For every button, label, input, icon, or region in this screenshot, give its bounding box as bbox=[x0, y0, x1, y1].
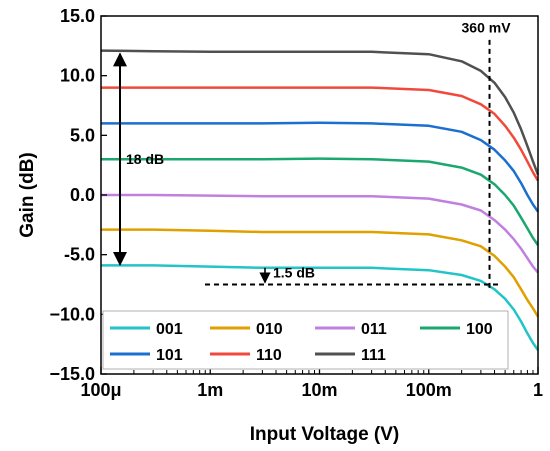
series-line-101 bbox=[101, 121, 540, 213]
y-tick-label: 10.0 bbox=[60, 66, 95, 86]
legend-label-101: 101 bbox=[156, 347, 183, 364]
legend-label-001: 001 bbox=[156, 321, 183, 338]
span-18db-label: 18 dB bbox=[126, 151, 164, 167]
drop-1-5db-label: 1.5 dB bbox=[273, 264, 315, 280]
series-line-011 bbox=[101, 193, 539, 274]
annotations: 360 mV 18 dB 1.5 dB bbox=[113, 20, 512, 291]
legend-label-011: 011 bbox=[361, 321, 387, 338]
y-axis-label: Gain (dB) bbox=[17, 152, 38, 238]
series-line-010 bbox=[101, 228, 540, 318]
legend-label-110: 110 bbox=[256, 347, 282, 364]
y-tick-label: 0.0 bbox=[70, 185, 95, 205]
y-tick-label: -5.0 bbox=[64, 245, 95, 265]
plot-area bbox=[100, 49, 540, 351]
legend-label-111: 111 bbox=[361, 347, 386, 364]
y-tick-label: 15.0 bbox=[60, 6, 95, 26]
y-tick-label: −15.0 bbox=[49, 364, 95, 384]
x-tick-label: 10m bbox=[301, 380, 337, 400]
x-tick-label: 100m bbox=[406, 380, 452, 400]
x-tick-label: 1 bbox=[533, 380, 543, 400]
series-line-110 bbox=[101, 86, 540, 182]
x-tick-label: 100μ bbox=[80, 380, 121, 400]
series-line-100 bbox=[101, 157, 540, 246]
x-tick-label: 1m bbox=[197, 380, 223, 400]
legend-label-010: 010 bbox=[256, 321, 283, 338]
series-line-001 bbox=[101, 264, 540, 351]
legend-label-100: 100 bbox=[466, 321, 493, 338]
vline-360mv-label: 360 mV bbox=[462, 20, 512, 36]
x-axis-label: Input Voltage (V) bbox=[250, 424, 400, 445]
y-tick-label: −10.0 bbox=[49, 304, 95, 324]
legend-box bbox=[102, 310, 509, 370]
y-tick-label: 5.0 bbox=[70, 125, 95, 145]
series-line-111 bbox=[100, 49, 540, 176]
axes: Gain (dB) Input Voltage (V) 15.010.05.00… bbox=[17, 6, 543, 445]
legend: 001 010 011 100 101 110 111 bbox=[102, 310, 509, 370]
